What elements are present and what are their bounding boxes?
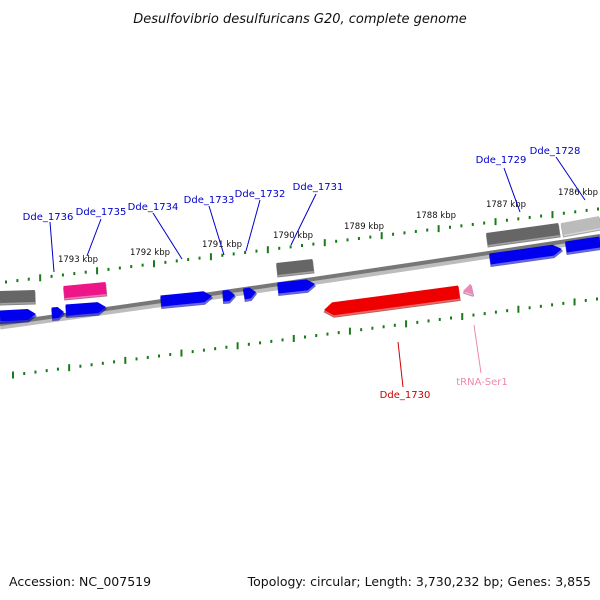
cds-feature — [160, 291, 214, 310]
gene-features — [0, 216, 600, 325]
feature-body — [276, 259, 314, 275]
gene-label-dde-1735[interactable]: Dde_1735 — [76, 207, 127, 218]
leader-line — [208, 205, 225, 256]
leader-line — [473, 324, 482, 374]
accession-text: Accession: NC_007519 — [9, 574, 151, 589]
leader-line — [152, 212, 183, 260]
dde-1730-feature — [323, 285, 461, 318]
gene-label-dde-1731[interactable]: Dde_1731 — [293, 182, 344, 193]
cds-feature — [222, 290, 236, 305]
cds-feature — [242, 287, 258, 302]
leader-line — [245, 199, 261, 252]
scale-label: 1789 kbp — [344, 222, 384, 232]
scale-ticks — [5, 207, 599, 379]
scale-label: 1792 kbp — [130, 248, 170, 258]
cds-feature — [564, 236, 600, 255]
cds-feature — [65, 302, 108, 319]
cds-feature — [0, 308, 37, 325]
feature-body — [463, 284, 474, 295]
feature-body — [0, 290, 36, 303]
feature-body — [565, 236, 600, 253]
trna-ser1-feature — [462, 284, 475, 297]
feature-body — [160, 291, 212, 307]
label-leaders — [49, 156, 586, 388]
pseudogene-feature — [276, 259, 315, 278]
leader-line — [503, 167, 521, 213]
leader-line — [49, 221, 55, 273]
scale-label: 1790 kbp — [273, 231, 313, 241]
feature-body — [489, 244, 562, 265]
gene-label-dde-1728[interactable]: Dde_1728 — [530, 146, 581, 157]
feature-body — [486, 223, 560, 245]
gene-label-dde-1734[interactable]: Dde_1734 — [128, 202, 179, 213]
scale-label: 1787 kbp — [486, 200, 526, 210]
pseudogene-feature — [485, 223, 561, 248]
cds-feature — [51, 307, 65, 322]
gene-label-dde-1732[interactable]: Dde_1732 — [235, 189, 286, 200]
gene-label-dde-1730[interactable]: Dde_1730 — [380, 390, 431, 401]
scale-labels: 1793 kbp 1792 kbp 1791 kbp 1790 kbp 1789 kbp… — [58, 188, 598, 265]
gene-labels: Dde_1736 Dde_1735 Dde_1734 Dde_1733Dde_1732… — [23, 146, 581, 401]
rna-feature — [63, 282, 108, 301]
leader-line — [86, 218, 102, 257]
map-title: Desulfovibrio desulfuricans G20, complet… — [133, 12, 467, 27]
gene-label-dde-1736[interactable]: Dde_1736 — [23, 212, 74, 223]
feature-body — [0, 308, 36, 322]
gene-label-trna-ser1[interactable]: tRNA-Ser1 — [456, 377, 508, 388]
genome-summary-text: Topology: circular; Length: 3,730,232 bp… — [247, 574, 591, 589]
cds-feature — [277, 279, 317, 297]
gene-label-dde-1733[interactable]: Dde_1733 — [184, 195, 235, 206]
feature-body — [222, 290, 236, 302]
feature-body — [51, 307, 65, 319]
feature-body — [324, 285, 460, 316]
feature-body — [63, 282, 107, 298]
cds-feature — [488, 244, 564, 267]
scale-label: 1791 kbp — [202, 240, 242, 250]
scale-label: 1788 kbp — [416, 211, 456, 221]
leader-line — [555, 156, 586, 201]
leader-line — [397, 341, 404, 388]
pseudogene-light-feature — [560, 216, 600, 238]
feature-body — [277, 279, 316, 294]
gene-label-dde-1729[interactable]: Dde_1729 — [476, 155, 527, 166]
leader-line — [290, 193, 317, 246]
feature-body — [65, 302, 106, 316]
pseudogene-edge — [0, 290, 36, 306]
feature-body — [243, 287, 256, 300]
scale-label: 1786 kbp — [558, 188, 598, 198]
feature-body — [560, 216, 600, 235]
scale-label: 1793 kbp — [58, 255, 98, 265]
